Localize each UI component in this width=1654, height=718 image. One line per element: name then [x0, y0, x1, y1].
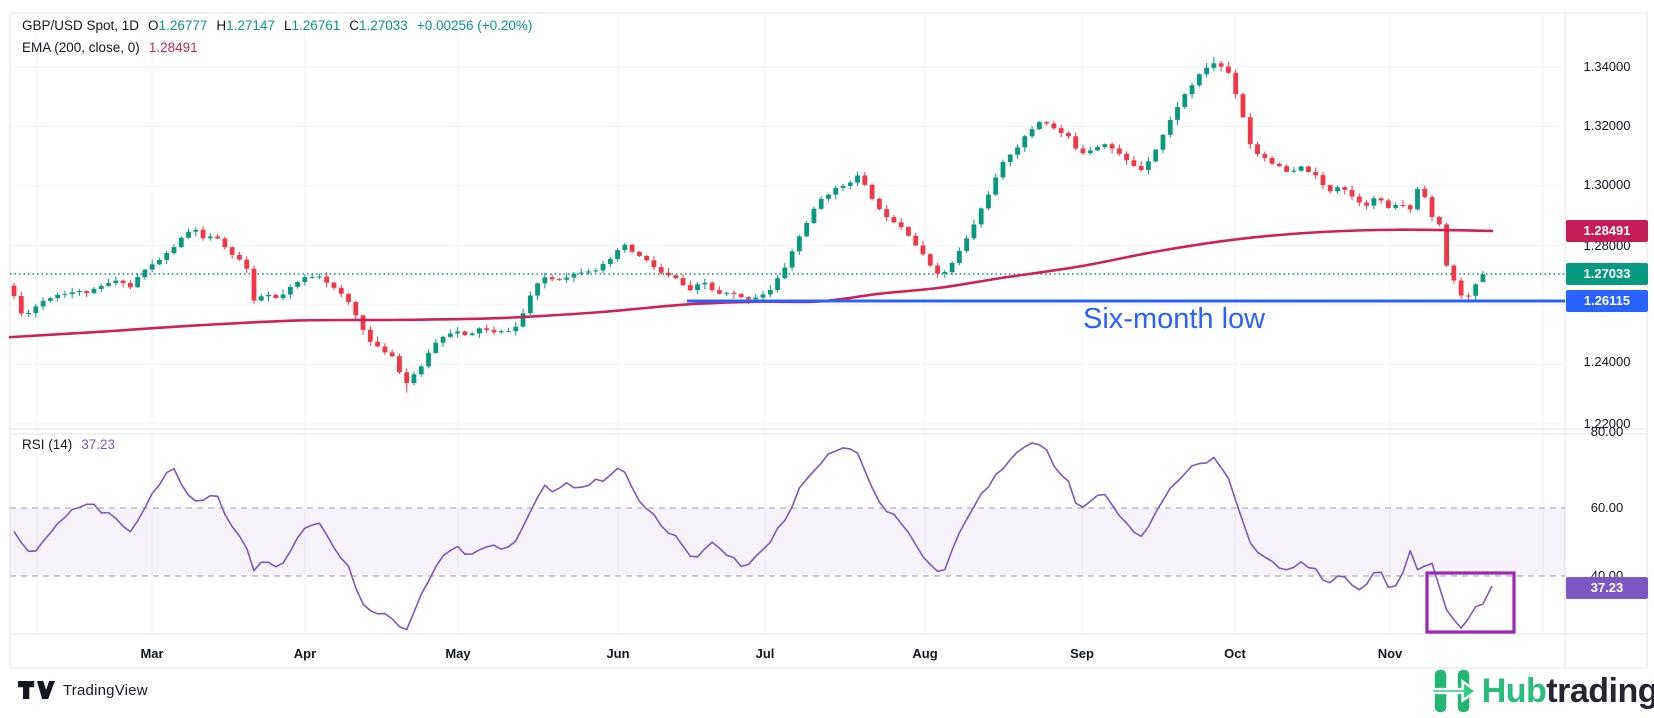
rsi-value: 37.23: [81, 437, 116, 452]
month-label-nov: Nov: [1377, 646, 1403, 661]
month-label-jun: Jun: [606, 646, 630, 661]
price-axis-label: 1.32000: [1583, 118, 1631, 133]
ohlc-pair: O1.26777: [148, 18, 208, 33]
ema-value: 1.28491: [148, 40, 198, 55]
month-label-apr: Apr: [293, 646, 317, 661]
hubtrading-watermark: Hubtrading: [1430, 668, 1654, 714]
tradingview-logo-icon: [18, 681, 55, 699]
ohlc-pair: C1.27033: [349, 18, 408, 33]
price-axis-label: 1.30000: [1583, 177, 1631, 192]
price-badge: 37.23: [1566, 577, 1648, 599]
hubtrading-wordmark: Hubtrading: [1482, 672, 1654, 711]
month-label-sep: Sep: [1070, 646, 1094, 661]
price-badge: 1.28491: [1566, 220, 1648, 242]
price-badge: 1.26115: [1566, 290, 1648, 312]
brand-hub-text: Hub: [1481, 671, 1547, 710]
hubtrading-logo-icon: [1430, 669, 1476, 713]
tradingview-label: TradingView: [63, 681, 148, 699]
ohlc-pair: L1.26761: [283, 18, 341, 33]
brand-trading-text: trading: [1546, 671, 1654, 710]
symbol-legend[interactable]: GBP/USD Spot, 1D O1.26777 H1.27147 L1.26761…: [22, 17, 537, 34]
rsi-label: RSI (14): [22, 437, 73, 452]
rsi-legend[interactable]: RSI (14) 37.23: [22, 436, 120, 453]
ohlc-values: O1.26777 H1.27147 L1.26761 C1.27033: [139, 18, 408, 33]
ema-label: EMA (200, close, 0): [22, 40, 140, 55]
price-badge: 1.27033: [1566, 263, 1648, 285]
month-label-may: May: [445, 646, 471, 661]
price-axis-label: 1.24000: [1583, 354, 1631, 369]
tradingview-attribution[interactable]: TradingView: [18, 681, 148, 699]
price-axis-label: 1.34000: [1583, 59, 1631, 74]
ohlc-pair: H1.27147: [216, 18, 275, 33]
month-label-jul: Jul: [755, 646, 775, 661]
month-label-mar: Mar: [140, 646, 164, 661]
symbol-title: GBP/USD Spot, 1D: [22, 18, 140, 33]
ema-legend[interactable]: EMA (200, close, 0) 1.28491: [22, 39, 202, 56]
month-label-aug: Aug: [912, 646, 938, 661]
six-month-low-annotation: Six-month low: [1083, 303, 1266, 335]
change-value: +0.00256 (+0.20%): [416, 18, 533, 33]
price-axis-label: 60.00: [1590, 500, 1624, 515]
price-axis-label: 1.22000: [1583, 416, 1631, 431]
month-label-oct: Oct: [1224, 646, 1246, 661]
price-axis-label: 80.00: [1590, 424, 1624, 439]
